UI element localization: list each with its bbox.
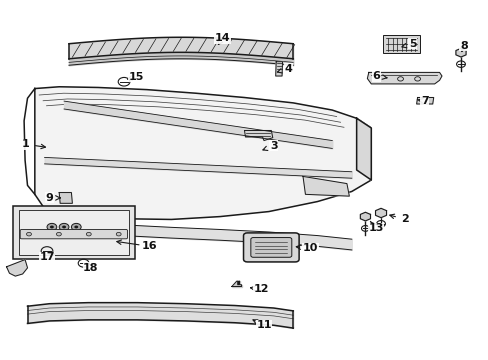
- Circle shape: [47, 224, 57, 230]
- Polygon shape: [455, 48, 465, 57]
- Circle shape: [62, 226, 66, 228]
- Circle shape: [86, 232, 91, 236]
- FancyBboxPatch shape: [250, 238, 291, 257]
- FancyBboxPatch shape: [20, 229, 127, 239]
- Text: 9: 9: [45, 193, 53, 203]
- Text: 5: 5: [408, 39, 416, 49]
- Polygon shape: [366, 72, 441, 84]
- FancyBboxPatch shape: [13, 206, 135, 259]
- Text: 13: 13: [368, 224, 383, 233]
- Text: 6: 6: [371, 71, 379, 81]
- Circle shape: [56, 232, 61, 236]
- Circle shape: [59, 224, 69, 230]
- Polygon shape: [356, 118, 370, 180]
- Text: 18: 18: [83, 263, 99, 273]
- Text: 4: 4: [284, 64, 292, 74]
- Circle shape: [71, 224, 81, 230]
- Polygon shape: [375, 208, 386, 218]
- FancyBboxPatch shape: [243, 233, 299, 262]
- Polygon shape: [6, 260, 27, 276]
- Circle shape: [116, 232, 121, 236]
- Text: 7: 7: [420, 96, 428, 106]
- Text: 10: 10: [302, 243, 317, 253]
- Polygon shape: [303, 176, 348, 196]
- Circle shape: [74, 226, 78, 228]
- Circle shape: [26, 232, 31, 236]
- Polygon shape: [231, 281, 241, 287]
- FancyBboxPatch shape: [19, 210, 129, 255]
- Text: 17: 17: [39, 252, 55, 262]
- Text: 14: 14: [214, 33, 230, 43]
- Text: 2: 2: [401, 215, 408, 224]
- Polygon shape: [275, 62, 282, 76]
- Circle shape: [50, 226, 54, 228]
- FancyBboxPatch shape: [383, 36, 419, 53]
- Text: 12: 12: [253, 284, 269, 294]
- Polygon shape: [416, 98, 433, 104]
- Text: 11: 11: [256, 320, 271, 330]
- Polygon shape: [360, 212, 370, 221]
- Text: 1: 1: [21, 139, 29, 149]
- Text: 16: 16: [142, 241, 157, 251]
- Polygon shape: [244, 131, 272, 140]
- Polygon shape: [35, 87, 370, 220]
- Text: 8: 8: [459, 41, 467, 50]
- Polygon shape: [59, 193, 72, 203]
- Text: 15: 15: [128, 72, 143, 82]
- Text: 3: 3: [269, 141, 277, 151]
